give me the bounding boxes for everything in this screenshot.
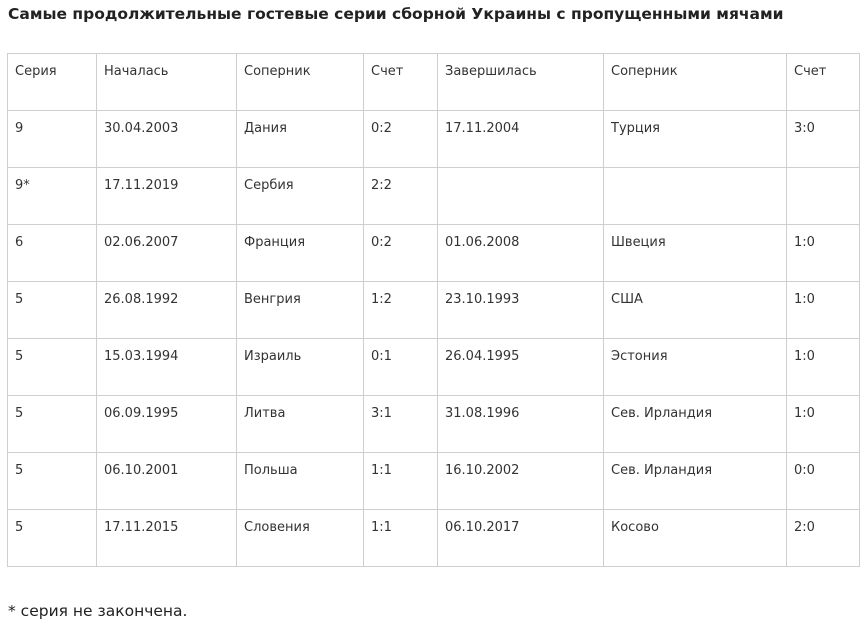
header-cell-started: Началась	[96, 53, 237, 111]
header-cell-score-end: Счет	[786, 53, 860, 111]
cell-series: 5	[7, 509, 97, 567]
cell-score-start: 0:1	[363, 338, 438, 396]
cell-started: 30.04.2003	[96, 110, 237, 168]
cell-score-end: 1:0	[786, 395, 860, 453]
cell-series: 5	[7, 452, 97, 510]
cell-series: 5	[7, 281, 97, 339]
cell-opponent-end: Турция	[603, 110, 787, 168]
table-header-row: Серия Началась Соперник Счет Завершилась…	[7, 53, 860, 111]
cell-ended: 06.10.2017	[437, 509, 604, 567]
table-row: 9 30.04.2003 Дания 0:2 17.11.2004 Турция…	[7, 110, 860, 168]
cell-ended: 31.08.1996	[437, 395, 604, 453]
cell-ended: 17.11.2004	[437, 110, 604, 168]
cell-opponent-start: Польша	[236, 452, 364, 510]
cell-opponent-end	[603, 167, 787, 225]
cell-opponent-end: США	[603, 281, 787, 339]
cell-series: 6	[7, 224, 97, 282]
cell-score-start: 1:2	[363, 281, 438, 339]
cell-score-start: 0:2	[363, 224, 438, 282]
cell-score-start: 1:1	[363, 509, 438, 567]
cell-ended: 01.06.2008	[437, 224, 604, 282]
cell-score-start: 0:2	[363, 110, 438, 168]
cell-score-start: 2:2	[363, 167, 438, 225]
cell-opponent-start: Израиль	[236, 338, 364, 396]
table-row: 5 06.09.1995 Литва 3:1 31.08.1996 Сев. И…	[7, 395, 860, 453]
cell-opponent-end: Косово	[603, 509, 787, 567]
header-cell-ended: Завершилась	[437, 53, 604, 111]
series-table: Серия Началась Соперник Счет Завершилась…	[7, 53, 860, 567]
cell-opponent-end: Швеция	[603, 224, 787, 282]
header-cell-series: Серия	[7, 53, 97, 111]
cell-opponent-start: Франция	[236, 224, 364, 282]
cell-score-end: 3:0	[786, 110, 860, 168]
cell-opponent-start: Словения	[236, 509, 364, 567]
table-row: 5 17.11.2015 Словения 1:1 06.10.2017 Кос…	[7, 509, 860, 567]
cell-series: 9	[7, 110, 97, 168]
header-cell-opponent-start: Соперник	[236, 53, 364, 111]
table-row: 5 06.10.2001 Польша 1:1 16.10.2002 Сев. …	[7, 452, 860, 510]
cell-score-start: 1:1	[363, 452, 438, 510]
cell-ended: 16.10.2002	[437, 452, 604, 510]
page-title: Самые продолжительные гостевые серии сбо…	[8, 5, 784, 23]
cell-ended: 23.10.1993	[437, 281, 604, 339]
cell-opponent-start: Венгрия	[236, 281, 364, 339]
cell-score-end: 1:0	[786, 281, 860, 339]
header-cell-opponent-end: Соперник	[603, 53, 787, 111]
cell-opponent-start: Дания	[236, 110, 364, 168]
cell-started: 15.03.1994	[96, 338, 237, 396]
table-row: 5 26.08.1992 Венгрия 1:2 23.10.1993 США …	[7, 281, 860, 339]
cell-opponent-end: Сев. Ирландия	[603, 452, 787, 510]
cell-score-end: 1:0	[786, 224, 860, 282]
cell-ended	[437, 167, 604, 225]
cell-score-end: 2:0	[786, 509, 860, 567]
cell-series: 5	[7, 395, 97, 453]
table-row: 9* 17.11.2019 Сербия 2:2	[7, 167, 860, 225]
cell-series: 9*	[7, 167, 97, 225]
table-row: 6 02.06.2007 Франция 0:2 01.06.2008 Швец…	[7, 224, 860, 282]
cell-opponent-end: Эстония	[603, 338, 787, 396]
cell-opponent-end: Сев. Ирландия	[603, 395, 787, 453]
cell-score-end: 1:0	[786, 338, 860, 396]
footnote: * серия не закончена.	[8, 602, 188, 620]
cell-started: 06.10.2001	[96, 452, 237, 510]
header-cell-score-start: Счет	[363, 53, 438, 111]
cell-score-end	[786, 167, 860, 225]
table-row: 5 15.03.1994 Израиль 0:1 26.04.1995 Эсто…	[7, 338, 860, 396]
cell-score-start: 3:1	[363, 395, 438, 453]
cell-started: 06.09.1995	[96, 395, 237, 453]
cell-ended: 26.04.1995	[437, 338, 604, 396]
cell-started: 17.11.2015	[96, 509, 237, 567]
cell-opponent-start: Сербия	[236, 167, 364, 225]
cell-started: 26.08.1992	[96, 281, 237, 339]
cell-started: 17.11.2019	[96, 167, 237, 225]
cell-started: 02.06.2007	[96, 224, 237, 282]
cell-series: 5	[7, 338, 97, 396]
cell-score-end: 0:0	[786, 452, 860, 510]
cell-opponent-start: Литва	[236, 395, 364, 453]
